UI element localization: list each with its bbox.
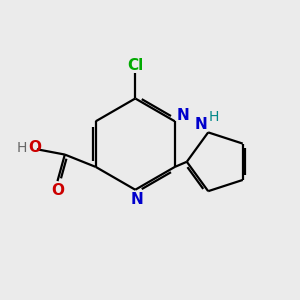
Text: N: N	[194, 117, 207, 132]
Text: N: N	[177, 109, 189, 124]
Text: H: H	[16, 141, 27, 155]
Text: N: N	[130, 192, 143, 207]
Text: O: O	[28, 140, 41, 155]
Text: O: O	[51, 183, 64, 198]
Text: Cl: Cl	[127, 58, 143, 73]
Text: H: H	[209, 110, 219, 124]
